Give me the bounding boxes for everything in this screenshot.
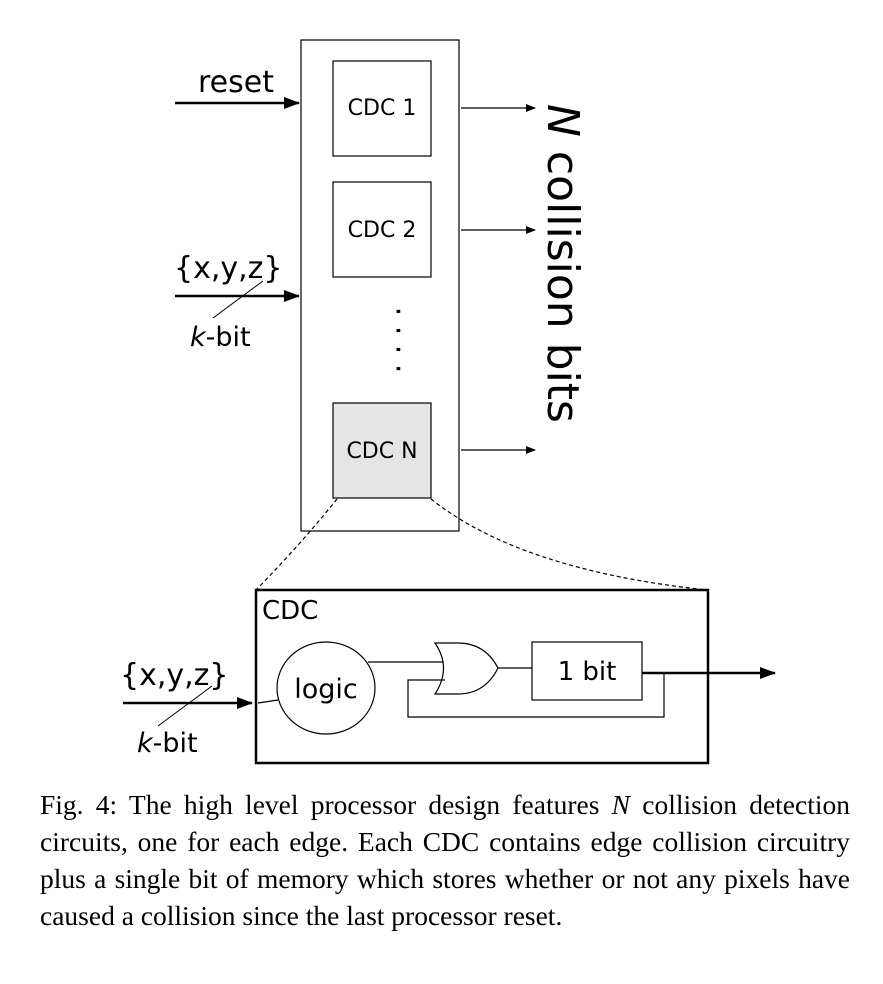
cdc-2-block bbox=[332, 181, 432, 278]
detail-xyz-label: {x,y,z} bbox=[120, 658, 229, 693]
memory-bit-block bbox=[531, 641, 643, 701]
reset-label: reset bbox=[198, 65, 274, 100]
detail-bus-slash bbox=[157, 685, 213, 727]
cdc-n-block bbox=[332, 402, 432, 499]
cdc-1-label: CDC 1 bbox=[348, 96, 417, 121]
figure-caption: Fig. 4: The high level processor design … bbox=[40, 789, 851, 931]
detail-kbit-label: k-bit bbox=[137, 728, 198, 759]
xyz-input-label: {x,y,z} bbox=[174, 251, 283, 286]
memory-bit-label: 1 bit bbox=[558, 657, 617, 687]
cdc-1-block bbox=[332, 60, 432, 157]
zoom-line-right bbox=[430, 498, 708, 591]
collision-bits-label: N collision bits bbox=[537, 104, 588, 423]
cdc-2-label: CDC 2 bbox=[348, 218, 417, 243]
zoom-line-left bbox=[255, 498, 338, 591]
processor-diagram: reset {x,y,z} k-bit CDC 1 CDC 2 · · · · … bbox=[120, 39, 776, 765]
bus-slash bbox=[212, 280, 264, 319]
feedback-wire bbox=[407, 673, 665, 718]
or-gate bbox=[433, 642, 499, 695]
cdc-detail-title: CDC bbox=[262, 596, 318, 626]
kbit-label: k-bit bbox=[190, 322, 251, 353]
cdc-n-label: CDC N bbox=[346, 439, 417, 464]
logic-circle bbox=[276, 641, 376, 735]
ellipsis-dots: · · · · bbox=[380, 307, 415, 374]
logic-input-wire bbox=[257, 699, 279, 704]
logic-label: logic bbox=[294, 674, 358, 705]
